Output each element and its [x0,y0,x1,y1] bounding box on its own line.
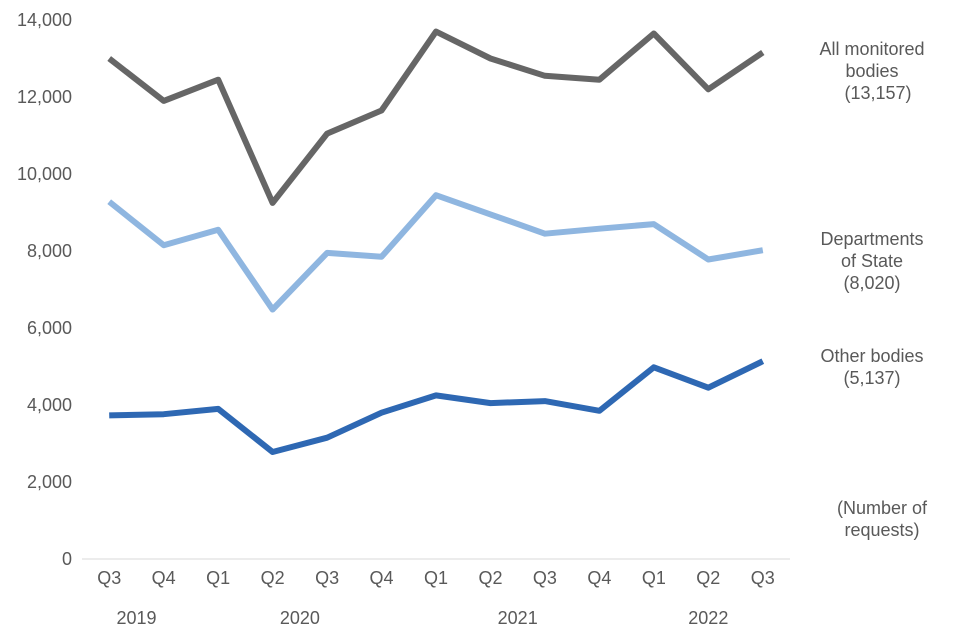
x-tick-label: Q4 [370,568,394,588]
y-tick-label: 8,000 [27,241,72,261]
x-tick-label: Q3 [97,568,121,588]
series-label: of State [841,251,903,271]
series-label: All monitored [819,39,924,59]
series-line [109,358,765,455]
x-tick-label: Q2 [261,568,285,588]
y-tick-label: 6,000 [27,318,72,338]
unit-note: requests) [844,520,919,540]
x-tick-label: Q2 [696,568,720,588]
x-tick-label: Q3 [315,568,339,588]
x-tick-label: Q1 [206,568,230,588]
x-tick-label: Q4 [587,568,611,588]
series-layer [107,28,765,455]
y-tick-label: 10,000 [17,164,72,184]
series-label: (5,137) [843,368,900,388]
x-tick-label: Q3 [533,568,557,588]
year-label: 2020 [280,608,320,628]
x-tick-label: Q1 [424,568,448,588]
series-label: (8,020) [843,273,900,293]
series-label: bodies [845,61,898,81]
series-line [107,192,764,313]
axes: 0 2,000 4,000 6,000 8,000 10,000 12,000 14,000 Q… [17,10,790,628]
series-label: (13,157) [844,83,911,103]
year-label: 2022 [688,608,728,628]
y-tick-label: 2,000 [27,472,72,492]
unit-note: (Number of [837,498,928,518]
year-label: 2019 [116,608,156,628]
x-tick-label: Q2 [478,568,502,588]
x-tick-label: Q3 [751,568,775,588]
series-label: Departments [820,229,923,249]
y-tick-label: 4,000 [27,395,72,415]
series-label: Other bodies [820,346,923,366]
y-tick-label: 0 [62,549,72,569]
y-tick-label: 12,000 [17,87,72,107]
x-tick-label: Q1 [642,568,666,588]
year-label: 2021 [498,608,538,628]
y-tick-label: 14,000 [17,10,72,30]
x-tick-label: Q4 [152,568,176,588]
series-line [107,28,765,206]
